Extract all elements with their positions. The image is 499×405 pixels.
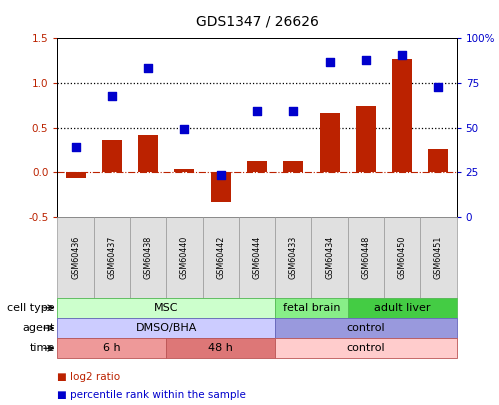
Text: control: control — [346, 323, 385, 333]
Point — [435, 84, 443, 91]
Bar — [319, 113, 339, 172]
Text: GSM60440: GSM60440 — [180, 236, 189, 279]
Point — [144, 65, 152, 71]
Text: adult liver: adult liver — [374, 303, 431, 313]
Text: GSM60450: GSM60450 — [398, 235, 407, 279]
Text: DMSO/BHA: DMSO/BHA — [136, 323, 197, 333]
Text: 6 h: 6 h — [103, 343, 121, 353]
Bar — [65, 172, 85, 178]
Bar — [283, 160, 303, 172]
Bar — [203, 217, 239, 298]
Point — [289, 107, 297, 114]
Point — [253, 107, 261, 114]
Point — [181, 126, 189, 132]
Bar — [348, 298, 457, 318]
Text: 48 h: 48 h — [208, 343, 233, 353]
Text: GDS1347 / 26626: GDS1347 / 26626 — [196, 14, 318, 28]
Bar — [211, 172, 231, 202]
Point — [217, 172, 225, 178]
Bar — [138, 135, 158, 172]
Text: MSC: MSC — [154, 303, 179, 313]
Bar — [94, 217, 130, 298]
Point — [325, 58, 333, 65]
Text: ■ log2 ratio: ■ log2 ratio — [57, 372, 121, 382]
Text: cell type: cell type — [7, 303, 55, 313]
Bar — [348, 217, 384, 298]
Bar — [275, 217, 311, 298]
Bar — [356, 106, 376, 172]
Point — [362, 57, 370, 63]
Bar — [102, 140, 122, 172]
Point — [398, 52, 406, 59]
Bar — [239, 217, 275, 298]
Text: GSM60436: GSM60436 — [71, 236, 80, 279]
Text: GSM60434: GSM60434 — [325, 236, 334, 279]
Bar — [247, 160, 267, 172]
Text: ■ percentile rank within the sample: ■ percentile rank within the sample — [57, 390, 247, 400]
Bar — [429, 149, 449, 172]
Text: GSM60444: GSM60444 — [252, 236, 261, 279]
Text: GSM60451: GSM60451 — [434, 235, 443, 279]
Text: control: control — [346, 343, 385, 353]
Bar — [166, 217, 203, 298]
Bar — [130, 217, 166, 298]
Bar — [57, 217, 94, 298]
Text: GSM60438: GSM60438 — [144, 236, 153, 279]
Bar — [175, 169, 195, 172]
Point — [108, 93, 116, 100]
Bar — [166, 338, 275, 358]
Bar — [420, 217, 457, 298]
Bar — [57, 298, 275, 318]
Bar — [57, 338, 166, 358]
Text: GSM60437: GSM60437 — [107, 235, 116, 279]
Text: agent: agent — [22, 323, 55, 333]
Text: GSM60448: GSM60448 — [361, 236, 370, 279]
Bar — [392, 59, 412, 172]
Text: time: time — [29, 343, 55, 353]
Bar — [384, 217, 420, 298]
Bar — [311, 217, 348, 298]
Text: fetal brain: fetal brain — [282, 303, 340, 313]
Text: GSM60442: GSM60442 — [216, 235, 225, 279]
Bar — [275, 298, 348, 318]
Point — [71, 144, 79, 150]
Bar — [275, 338, 457, 358]
Bar — [57, 318, 275, 338]
Bar — [275, 318, 457, 338]
Text: GSM60433: GSM60433 — [289, 236, 298, 279]
